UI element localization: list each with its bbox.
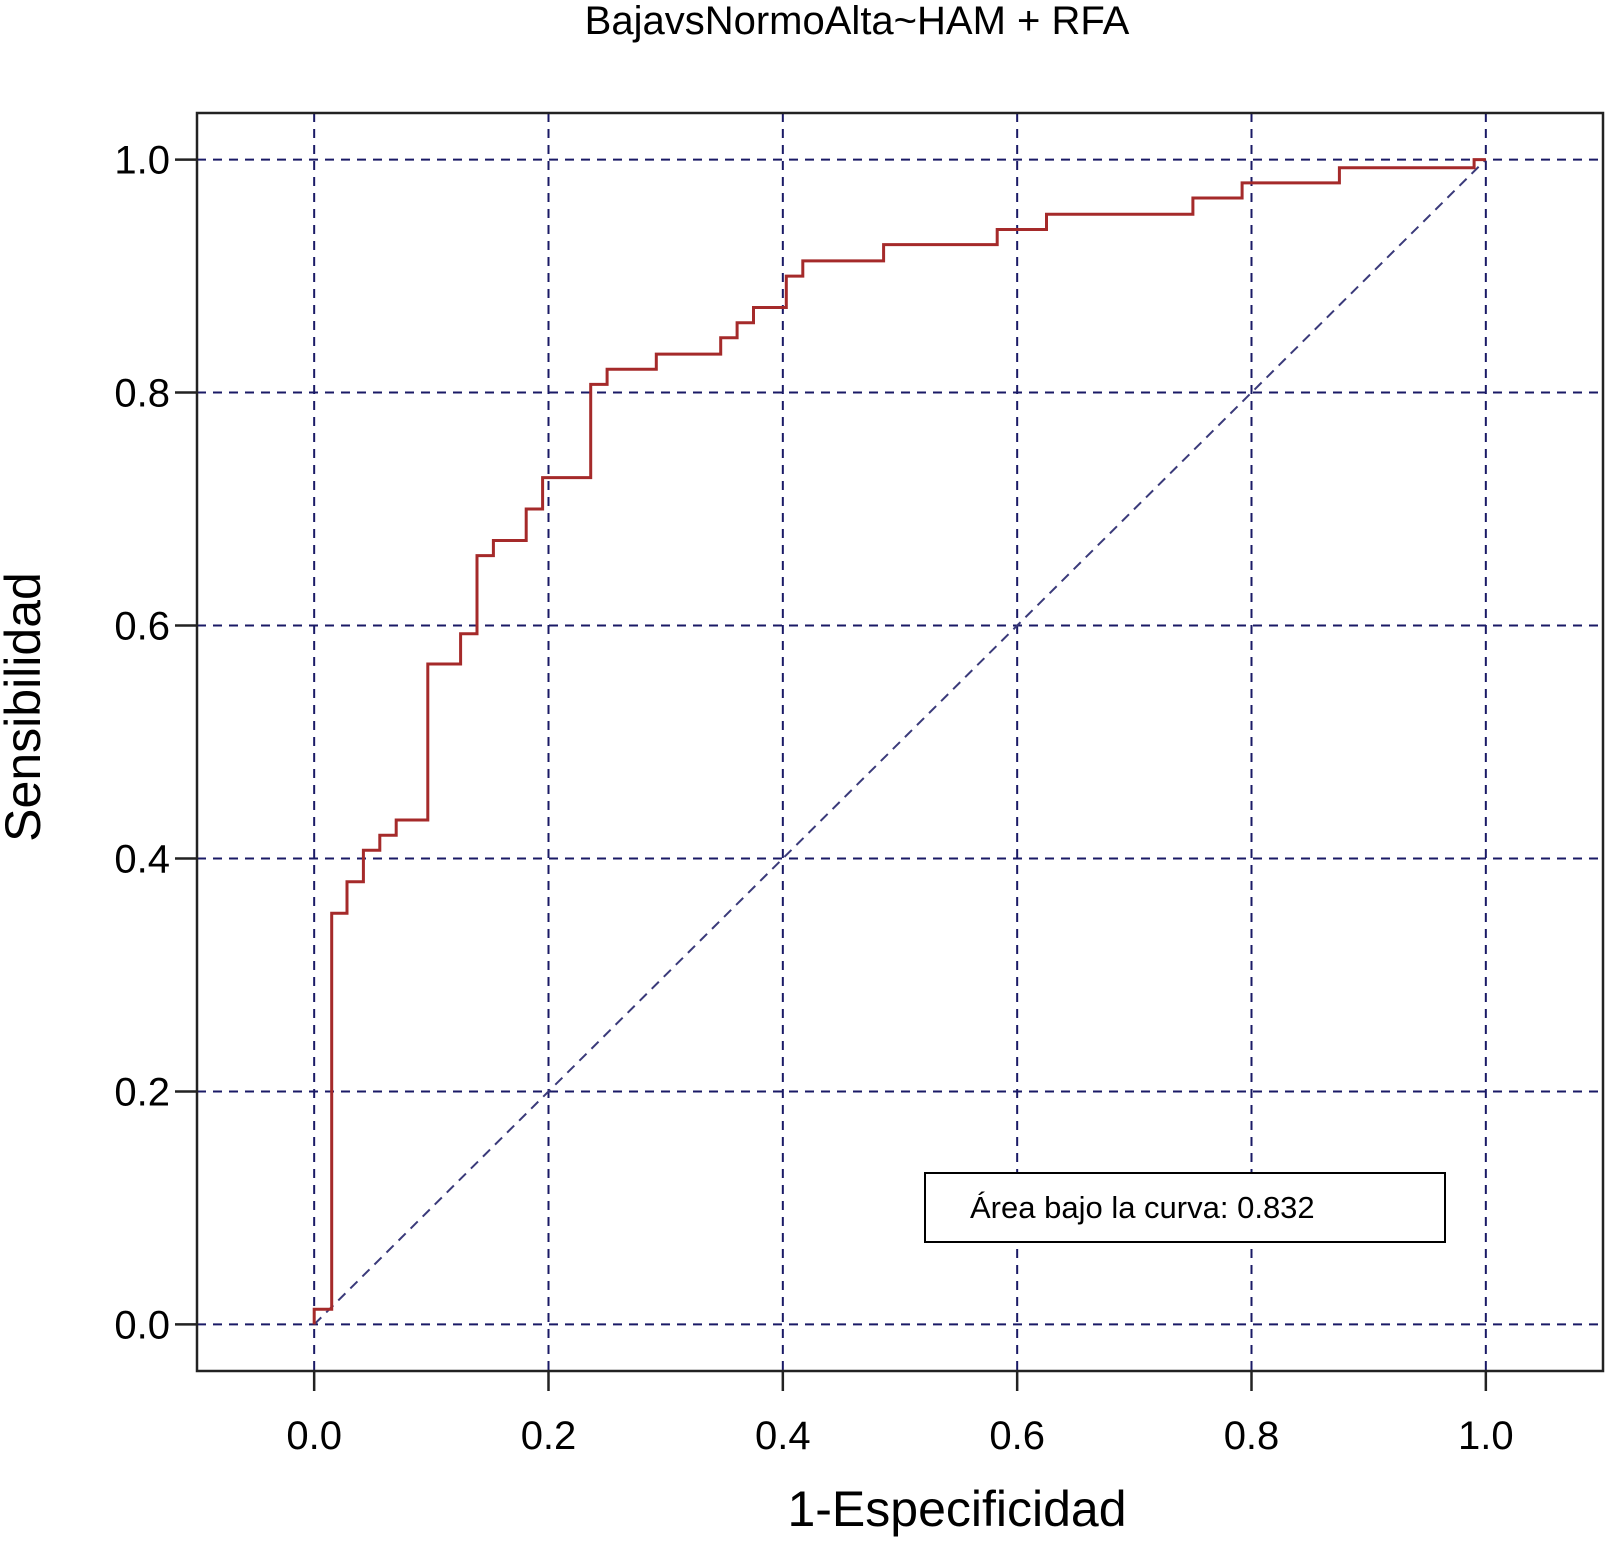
y-tick-label: 0.8	[114, 372, 170, 416]
y-tick-label: 0.0	[114, 1303, 170, 1347]
x-tick-label: 0.6	[989, 1414, 1045, 1458]
x-tick-label: 0.2	[521, 1414, 577, 1458]
y-tick-label: 1.0	[114, 139, 170, 183]
y-axis-title: Sensibilidad	[0, 572, 51, 842]
chart-title: BajavsNormoAlta~HAM + RFA	[585, 0, 1130, 43]
auc-annotation: Área bajo la curva: 0.832	[924, 1172, 1446, 1243]
x-tick-label: 1.0	[1458, 1414, 1514, 1458]
axis-ticks: 0.0 0.2 0.4 0.6 0.8 1.0 0.0 0.2 0.4 0.6 0.8 1.0	[114, 139, 1513, 1458]
y-tick-label: 0.6	[114, 605, 170, 649]
roc-curve	[312, 158, 1486, 1325]
x-tick-label: 0.4	[755, 1414, 811, 1458]
grid	[197, 113, 1603, 1371]
y-tick-label: 0.4	[114, 837, 170, 881]
plot-frame	[195, 111, 1605, 1373]
diagonal-line	[313, 158, 1487, 1326]
x-axis-title: 1-Especificidad	[787, 1481, 1126, 1537]
y-tick-label: 0.2	[114, 1070, 170, 1114]
annotation-text: Área bajo la curva: 0.832	[970, 1190, 1315, 1225]
reference-diagonal	[313, 158, 1487, 1326]
x-tick-label: 0.8	[1224, 1414, 1280, 1458]
x-tick-label: 0.0	[286, 1414, 342, 1458]
roc-curve-group	[312, 158, 1486, 1325]
annotation-box	[924, 1172, 1446, 1243]
